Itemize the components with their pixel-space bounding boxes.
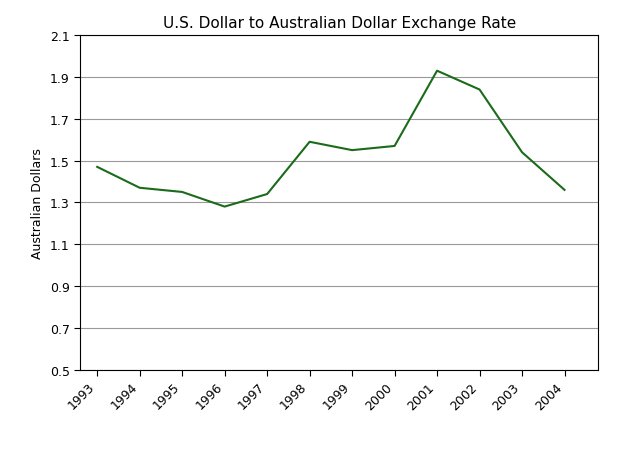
Title: U.S. Dollar to Australian Dollar Exchange Rate: U.S. Dollar to Australian Dollar Exchang… bbox=[163, 16, 516, 31]
Y-axis label: Australian Dollars: Australian Dollars bbox=[31, 147, 44, 258]
